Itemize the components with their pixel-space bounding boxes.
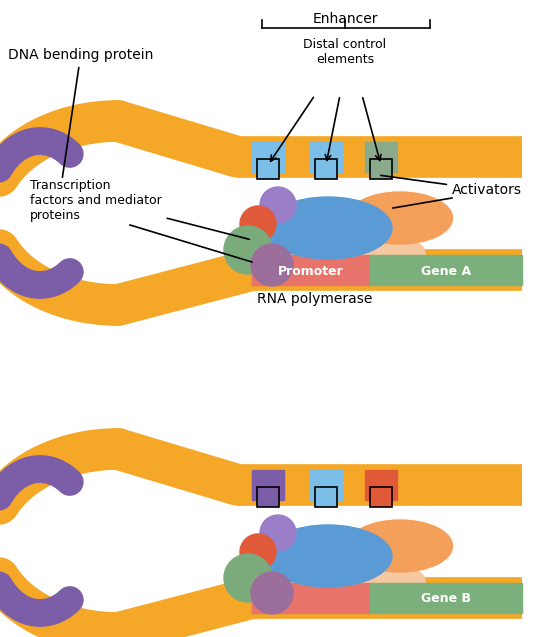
Ellipse shape xyxy=(245,555,425,607)
Circle shape xyxy=(224,226,272,274)
Text: Gene B: Gene B xyxy=(421,592,471,606)
Bar xyxy=(252,470,284,500)
Bar xyxy=(365,470,397,500)
Ellipse shape xyxy=(348,520,453,572)
Bar xyxy=(370,255,522,285)
Circle shape xyxy=(251,244,293,286)
Text: Promoter: Promoter xyxy=(278,264,344,278)
Circle shape xyxy=(240,206,276,242)
Bar xyxy=(252,255,370,285)
Circle shape xyxy=(260,515,296,551)
Bar xyxy=(257,159,279,179)
Bar xyxy=(365,142,397,172)
Text: Transcription
factors and mediator
proteins: Transcription factors and mediator prote… xyxy=(30,178,249,240)
Text: RNA polymerase: RNA polymerase xyxy=(257,292,373,306)
Text: Activators: Activators xyxy=(381,175,522,197)
Bar xyxy=(370,487,392,507)
Circle shape xyxy=(224,554,272,602)
Ellipse shape xyxy=(264,525,392,587)
Bar xyxy=(310,470,342,500)
Circle shape xyxy=(260,187,296,223)
Bar xyxy=(252,583,370,613)
Bar xyxy=(315,159,337,179)
Circle shape xyxy=(240,534,276,570)
Text: Enhancer: Enhancer xyxy=(312,12,378,26)
Ellipse shape xyxy=(348,192,453,244)
Circle shape xyxy=(251,572,293,614)
Text: Gene A: Gene A xyxy=(421,264,471,278)
Bar xyxy=(310,142,342,172)
Ellipse shape xyxy=(245,227,425,279)
Text: Distal control
elements: Distal control elements xyxy=(304,38,387,66)
Bar xyxy=(370,583,522,613)
Bar xyxy=(370,159,392,179)
Text: DNA bending protein: DNA bending protein xyxy=(8,48,153,177)
Bar xyxy=(315,487,337,507)
Bar xyxy=(252,142,284,172)
Ellipse shape xyxy=(264,197,392,259)
Bar xyxy=(257,487,279,507)
